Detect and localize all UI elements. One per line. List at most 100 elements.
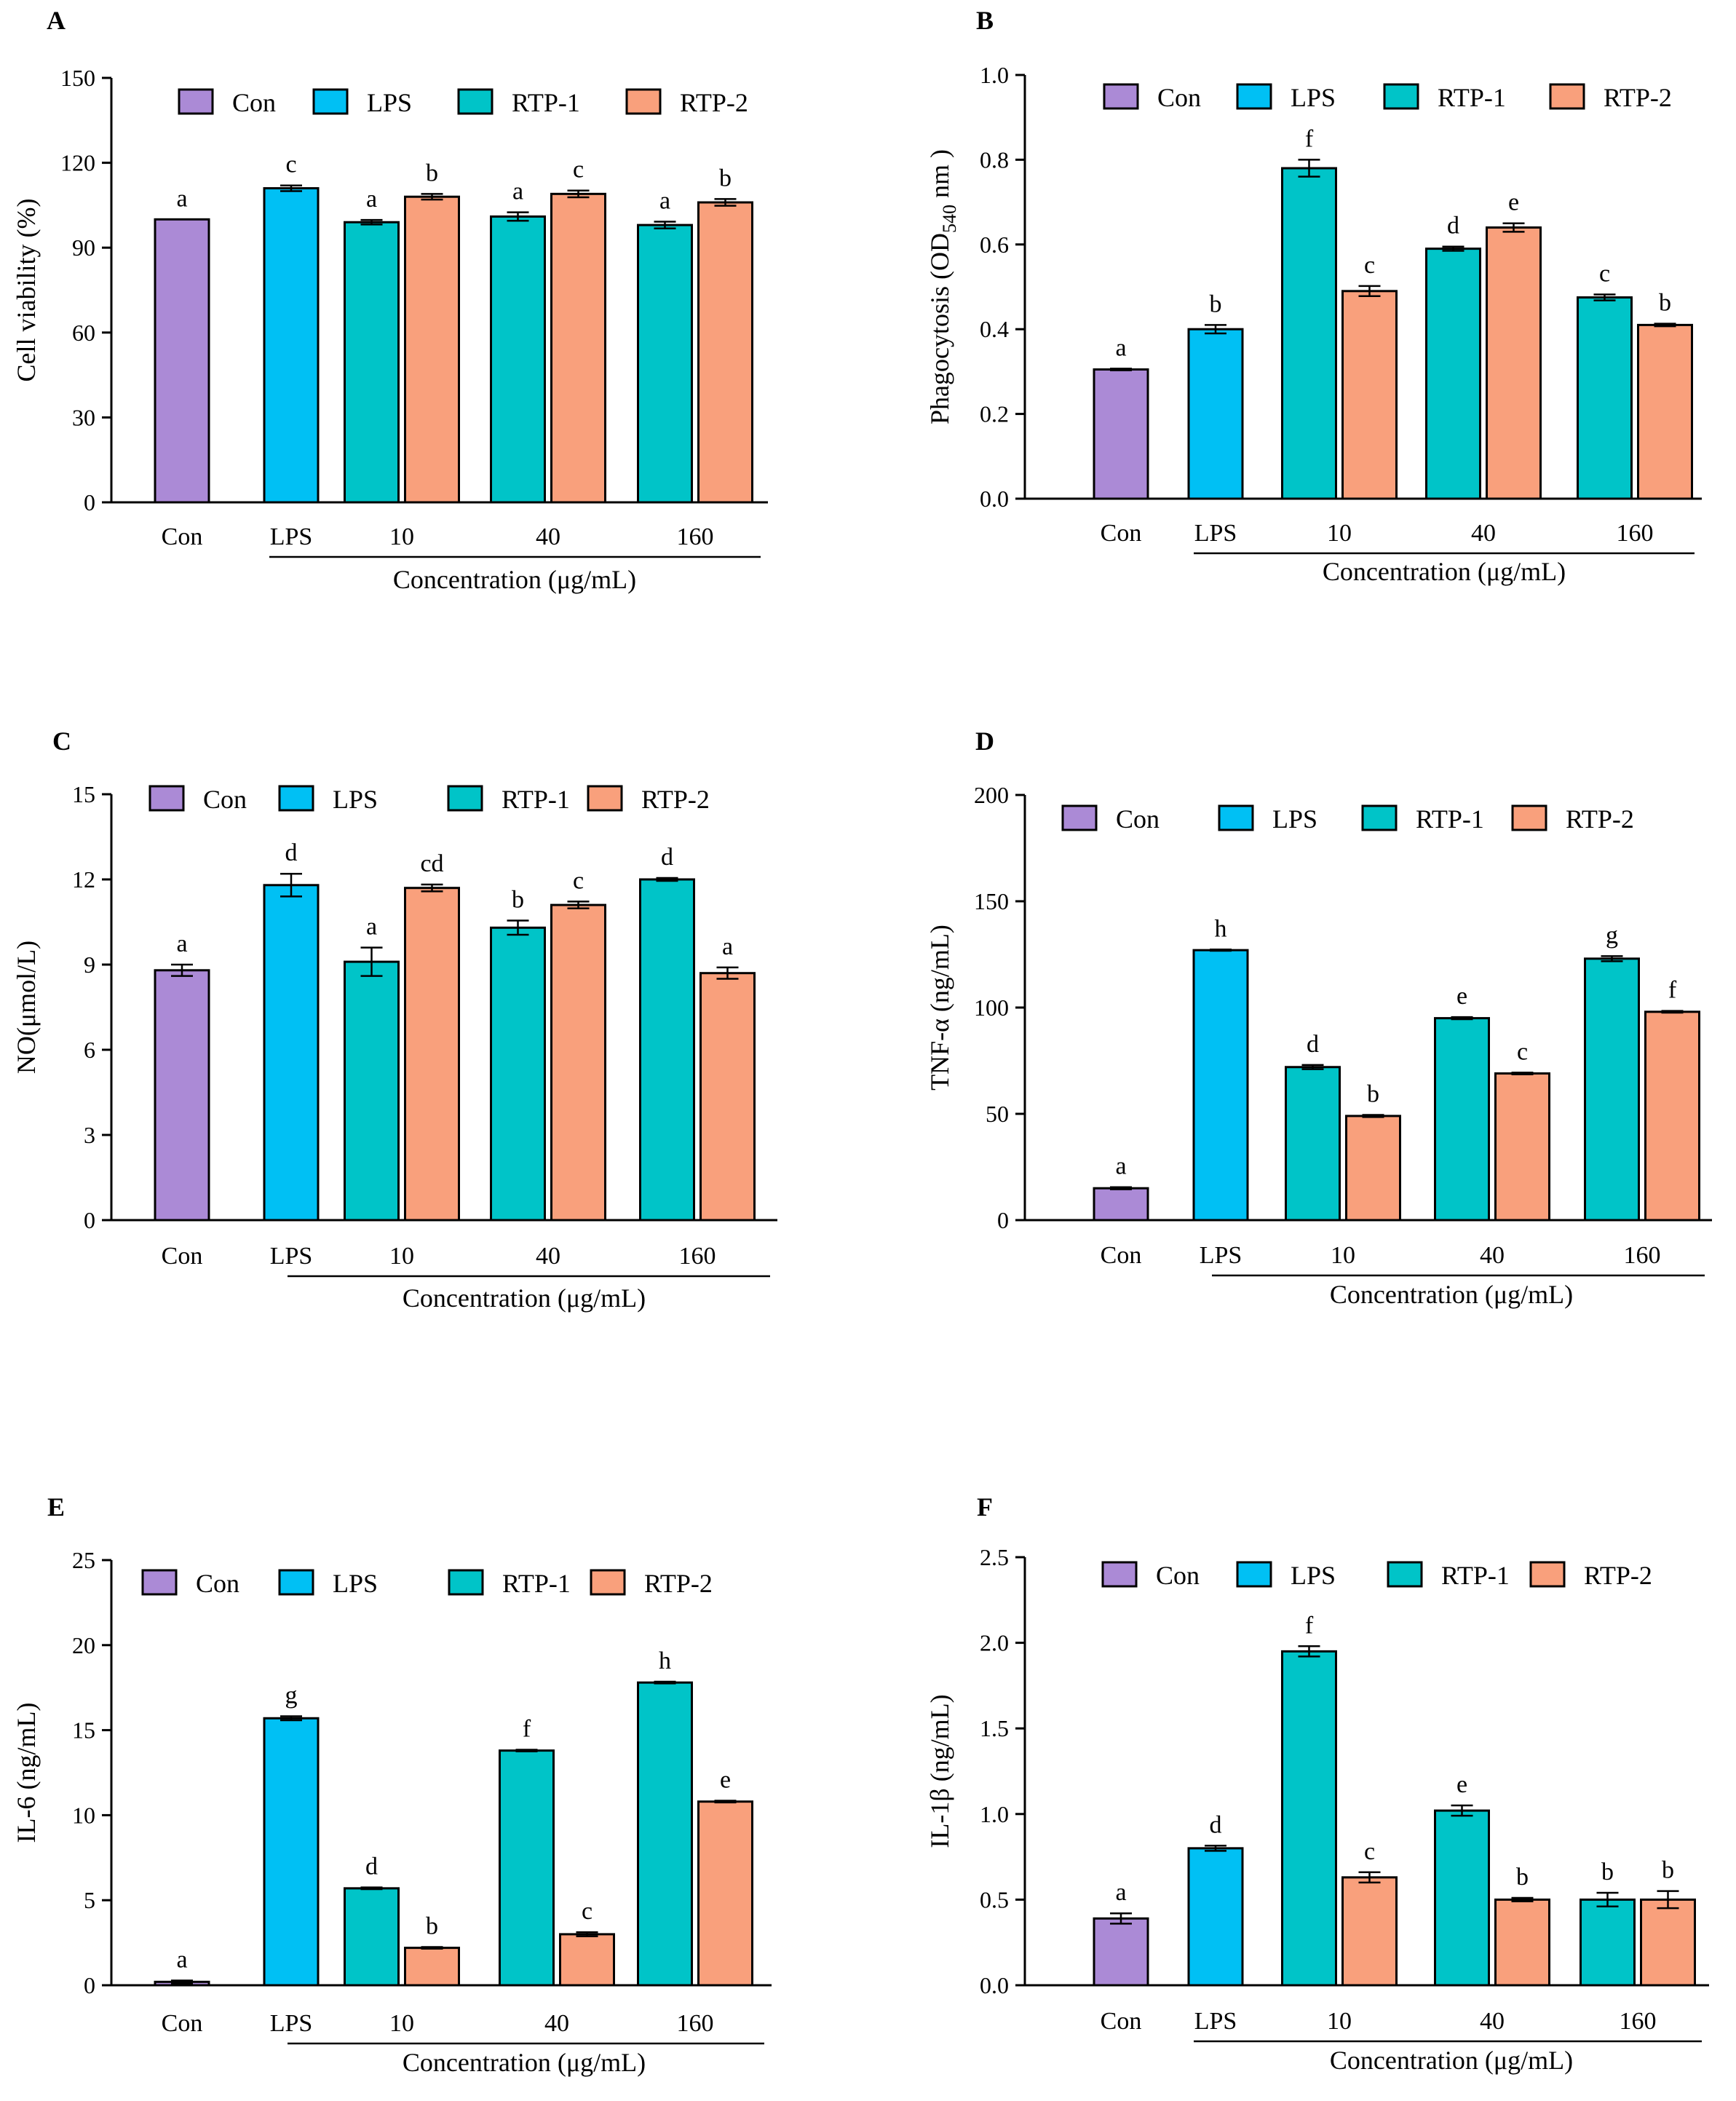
legend-label-rtp-1: RTP-1 xyxy=(512,88,580,117)
y-tick-label: 150 xyxy=(974,888,1009,914)
x-tick-label: Con xyxy=(1101,1242,1142,1269)
legend-label-lps: LPS xyxy=(333,1569,378,1598)
bar-rtp-1-160 xyxy=(637,223,693,504)
significance-letter: b xyxy=(512,887,524,914)
panel-letter: B xyxy=(976,6,994,35)
bar-con-con xyxy=(1093,1187,1149,1222)
y-tick-label: 90 xyxy=(72,234,95,261)
panel-letter: D xyxy=(975,727,994,756)
panel-f: F 0.0 0.5 1.0 1.5 2.0 2.5 IL-1β (ng/mL) a d f c e b b b… xyxy=(925,1492,1709,2075)
bar-rtp-2-10 xyxy=(1341,1876,1398,1987)
legend-swatch-con xyxy=(1103,83,1139,110)
bar-rtp-2-10 xyxy=(404,1947,460,1987)
bar-rtp-1-10 xyxy=(344,960,400,1222)
x-tick-label: 10 xyxy=(1331,1242,1355,1269)
significance-letter: c xyxy=(1364,1838,1375,1865)
bar-lps-lps xyxy=(263,187,320,504)
legend-swatch-rtp-1 xyxy=(447,785,483,812)
x-axis-group-title: Concentration (μg/mL) xyxy=(1330,1280,1573,1309)
significance-letter: c xyxy=(1364,252,1375,279)
legend-swatch-rtp-1 xyxy=(1361,804,1398,831)
bar-rtp-1-40 xyxy=(1434,1809,1490,1987)
bar-rtp-2-40 xyxy=(550,903,606,1222)
x-tick-label: 10 xyxy=(1327,2008,1352,2035)
x-tick-label: 40 xyxy=(1480,2008,1505,2035)
bar-lps-lps xyxy=(1192,949,1249,1222)
y-tick-label: 6 xyxy=(84,1037,95,1063)
significance-letter: f xyxy=(523,1715,531,1742)
bar-rtp-1-10 xyxy=(1281,167,1337,500)
significance-letter: b xyxy=(426,1912,438,1939)
significance-letter: e xyxy=(1508,189,1519,216)
legend-swatch-con xyxy=(148,785,185,812)
significance-letter: c xyxy=(573,867,584,894)
bar-rtp-2-40 xyxy=(1494,1898,1550,1987)
significance-letter: a xyxy=(512,178,523,205)
bar-rtp-1-10 xyxy=(344,221,400,504)
significance-letter: d xyxy=(661,844,673,871)
significance-letter: b xyxy=(426,159,438,186)
panel-letter: C xyxy=(52,727,71,756)
x-tick-label: 10 xyxy=(1327,520,1352,547)
bar-rtp-1-40 xyxy=(1434,1017,1490,1222)
legend-swatch-rtp-2 xyxy=(625,88,662,115)
x-axis-group-title: Concentration (μg/mL) xyxy=(403,1283,646,1313)
x-tick-label: Con xyxy=(162,2010,203,2037)
y-tick-label: 150 xyxy=(60,65,95,91)
bar-rtp-1-40 xyxy=(490,926,546,1222)
legend-swatch-rtp-2 xyxy=(590,1569,626,1596)
y-tick-label: 0.5 xyxy=(980,1886,1009,1912)
x-tick-label: Con xyxy=(1101,2008,1142,2035)
y-tick-label: 0 xyxy=(84,1972,95,1998)
x-tick-label: 10 xyxy=(389,2010,414,2037)
significance-letter: cd xyxy=(420,850,443,877)
bar-rtp-2-10 xyxy=(1341,290,1398,500)
significance-letter: b xyxy=(1210,290,1222,317)
y-tick-label: 2.5 xyxy=(980,1544,1009,1570)
significance-letter: a xyxy=(176,185,187,212)
bar-rtp-2-10 xyxy=(1345,1115,1401,1222)
bar-rtp-2-160 xyxy=(697,201,753,504)
y-tick-label: 100 xyxy=(974,994,1009,1021)
significance-letter: b xyxy=(1662,1857,1674,1884)
legend-swatch-lps xyxy=(1236,83,1272,110)
bar-rtp-1-10 xyxy=(1281,1650,1337,1987)
legend-swatch-rtp-1 xyxy=(1387,1561,1423,1588)
bar-con-con xyxy=(1093,1917,1149,1987)
x-tick-label: 160 xyxy=(1620,2008,1657,2035)
y-tick-label: 1.0 xyxy=(980,1801,1009,1827)
y-tick-label: 60 xyxy=(72,320,95,346)
x-tick-label: 40 xyxy=(536,523,560,550)
bar-rtp-1-160 xyxy=(1580,1898,1636,1987)
y-tick-label: 50 xyxy=(986,1101,1009,1127)
bar-rtp-2-160 xyxy=(1640,1898,1696,1987)
x-tick-label: 160 xyxy=(1624,1242,1661,1269)
x-tick-label: 40 xyxy=(1471,520,1496,547)
legend-swatch-rtp-1 xyxy=(457,88,494,115)
legend-label-rtp-2: RTP-2 xyxy=(1566,804,1634,834)
legend-label-rtp-2: RTP-2 xyxy=(644,1569,713,1598)
legend-swatch-lps xyxy=(278,785,314,812)
significance-letter: a xyxy=(1115,1879,1126,1906)
legend-label-lps: LPS xyxy=(1291,1561,1336,1590)
y-tick-label: 120 xyxy=(60,150,95,176)
legend-swatch-con xyxy=(1101,1561,1138,1588)
significance-letter: a xyxy=(366,186,377,213)
significance-letter: f xyxy=(1668,977,1677,1004)
bar-rtp-2-160 xyxy=(1644,1010,1700,1222)
y-axis-title-main: Phagocytosis (OD xyxy=(925,233,954,424)
legend-swatch-con xyxy=(141,1569,178,1596)
x-tick-label: 40 xyxy=(536,1243,560,1270)
legend-label-rtp-1: RTP-1 xyxy=(502,785,570,814)
bar-rtp-1-160 xyxy=(639,878,695,1222)
panel-a: A 0 30 60 90 120 150 Cell viability (%) a c a b a c a b… xyxy=(12,6,768,594)
legend-swatch-lps xyxy=(1218,804,1254,831)
significance-letter: b xyxy=(1516,1864,1529,1891)
legend-swatch-lps xyxy=(312,88,349,115)
bar-con-con xyxy=(154,969,210,1222)
bar-rtp-2-160 xyxy=(699,972,756,1222)
panel-e: E 0 5 10 15 20 25 IL-6 (ng/mL) a g d b f c h e Con LPS 10 4… xyxy=(12,1492,772,2077)
x-axis-group-title: Concentration (μg/mL) xyxy=(403,2048,646,2077)
bar-rtp-1-160 xyxy=(637,1681,693,1987)
